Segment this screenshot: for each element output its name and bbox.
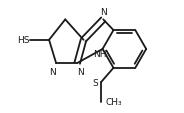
Text: NH: NH xyxy=(93,50,106,59)
Text: N: N xyxy=(49,67,56,76)
Text: CH₃: CH₃ xyxy=(105,97,122,106)
Text: N: N xyxy=(77,67,84,76)
Text: HS: HS xyxy=(17,36,30,45)
Text: N: N xyxy=(100,8,107,17)
Text: S: S xyxy=(93,78,98,87)
